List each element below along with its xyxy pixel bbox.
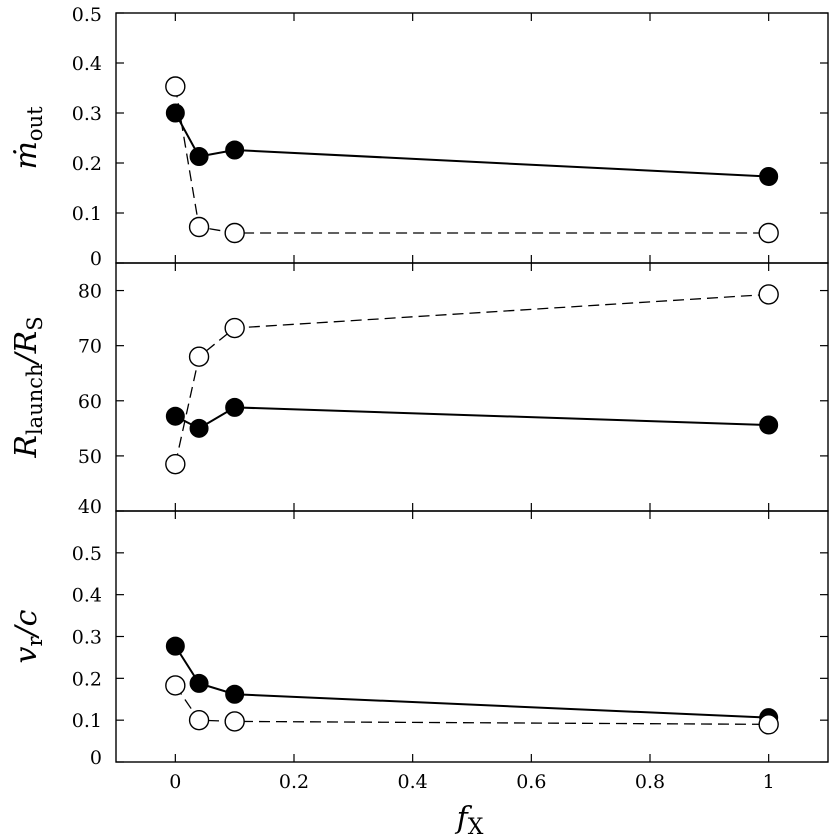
x-tick-label: 0.2: [279, 771, 309, 793]
series-line-open: [174, 293, 769, 465]
y-axis-label: vr/c: [9, 609, 47, 663]
y-tick-label: 0.2: [72, 668, 102, 690]
data-point-filled: [189, 673, 209, 693]
data-point-open: [758, 284, 779, 305]
plot-frame: [115, 262, 829, 512]
data-point-filled: [225, 397, 245, 417]
series-line-filled: [174, 406, 769, 430]
plot-frame: [115, 12, 829, 264]
data-point-filled: [165, 406, 185, 426]
y-tick-label: 0: [90, 747, 102, 769]
y-tick-label: 0: [90, 248, 102, 270]
data-point-filled: [759, 415, 779, 435]
panel-bottom: 0 0.1 0.2 0.3 0.4 0.5 vr/c: [9, 510, 829, 769]
series-line-filled: [174, 112, 769, 178]
data-point-open: [758, 222, 779, 244]
data-point-open: [758, 714, 779, 735]
data-point-filled: [189, 418, 209, 438]
y-tick-label: 40: [78, 496, 102, 518]
data-point-open: [188, 346, 210, 367]
y-tick-label: 0.4: [72, 53, 102, 75]
x-tick-label: 0.6: [516, 771, 546, 793]
data-point-filled: [165, 636, 185, 656]
y-tick-label: 0.1: [72, 203, 102, 225]
x-axis-label: fX: [455, 801, 484, 835]
series-line-open: [174, 685, 769, 725]
y-tick-label: 0.1: [72, 710, 102, 732]
data-point-filled: [759, 167, 779, 186]
data-point-open: [165, 453, 186, 475]
data-point-open: [165, 675, 186, 696]
y-tick-label: 0.4: [72, 585, 102, 607]
y-tick-label: 60: [78, 391, 102, 413]
x-tick-label: 0.8: [635, 771, 665, 793]
data-point-filled: [189, 147, 209, 166]
y-tick-label: 50: [78, 446, 102, 468]
data-point-open: [165, 76, 186, 97]
data-point-open: [224, 317, 245, 339]
y-tick-label: 0.3: [72, 103, 102, 125]
data-point-open: [224, 711, 245, 732]
data-point-filled: [165, 103, 185, 123]
y-axis-label: Rlaunch/RS: [9, 316, 47, 458]
x-tick-label: 1: [763, 771, 775, 793]
panel-top: 0 0.1 0.2 0.3 0.4 0.5 ṁout: [9, 4, 829, 270]
data-point-open: [224, 222, 245, 244]
x-tick-label: 0: [169, 771, 181, 793]
data-point-open: [188, 709, 210, 731]
x-tick-label: 0.4: [398, 771, 428, 793]
panel-middle: 40 50 60 70 80 Rlaunch/RS: [9, 262, 829, 518]
y-tick-label: 0.3: [72, 627, 102, 649]
y-axis-label: ṁout: [9, 106, 47, 170]
y-tick-label: 0.2: [72, 153, 102, 175]
y-tick-label: 80: [78, 281, 102, 303]
y-tick-label: 0.5: [72, 543, 102, 565]
series-line-filled: [174, 645, 769, 719]
y-tick-label: 0.5: [72, 4, 102, 26]
data-point-filled: [225, 140, 245, 160]
series-line-open: [174, 86, 769, 234]
y-tick-label: 70: [78, 336, 102, 358]
data-point-filled: [225, 684, 245, 704]
data-point-open: [188, 216, 210, 238]
